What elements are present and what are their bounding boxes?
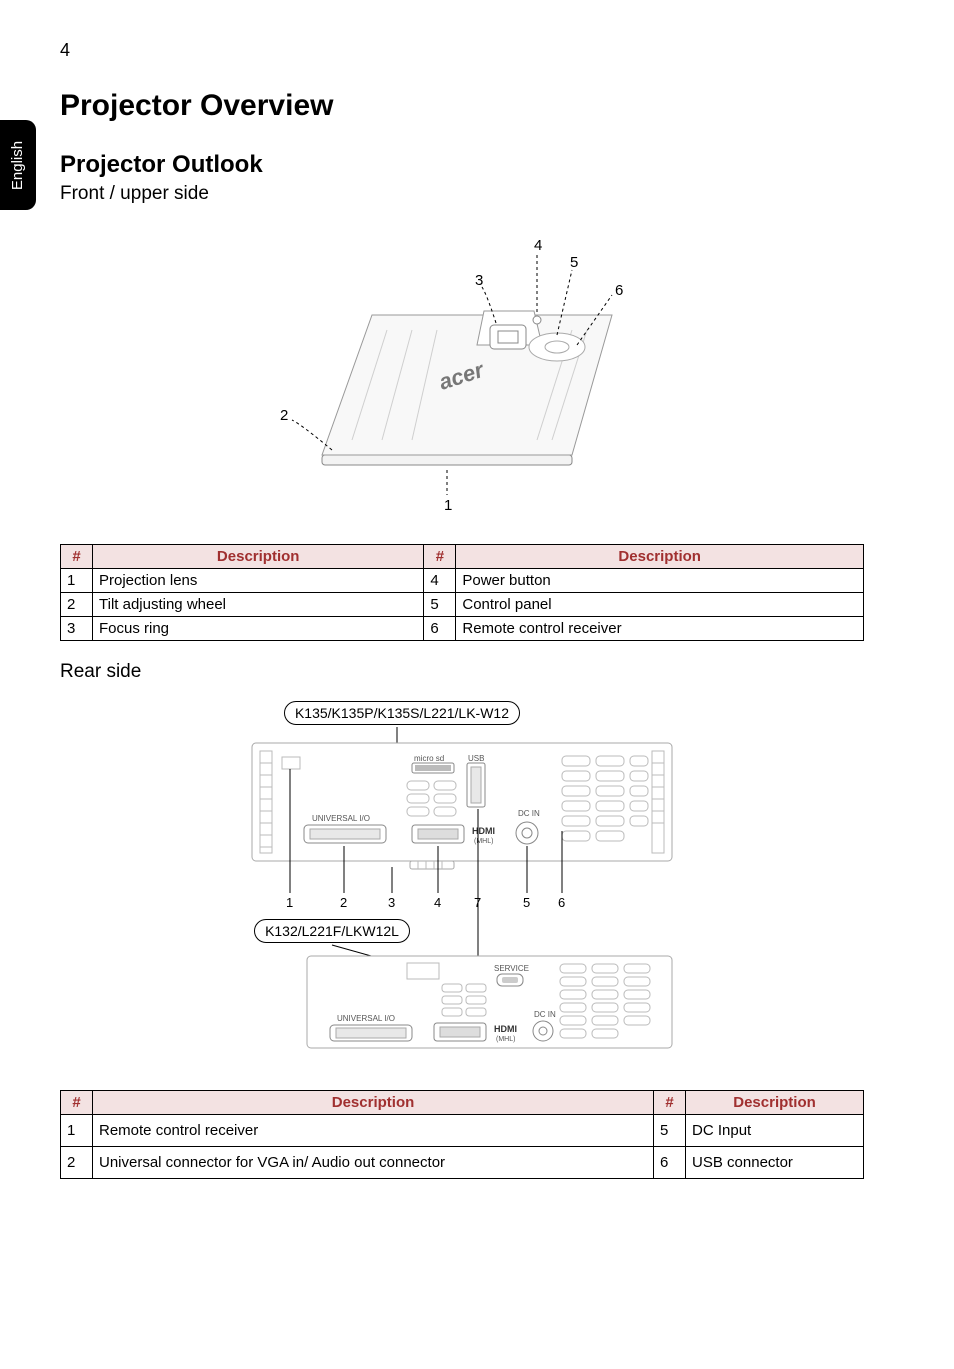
col-hash: # (654, 1091, 686, 1115)
svg-text:(MHL): (MHL) (496, 1036, 515, 1043)
svg-text:1: 1 (286, 895, 293, 910)
svg-text:SERVICE: SERVICE (494, 964, 529, 973)
callout-1: 1 (444, 497, 452, 514)
callout-4: 4 (534, 237, 542, 254)
svg-text:UNIVERSAL I/O: UNIVERSAL I/O (337, 1014, 395, 1023)
svg-text:7: 7 (474, 895, 481, 910)
svg-text:5: 5 (523, 895, 530, 910)
svg-text:HDMI: HDMI (472, 826, 495, 836)
svg-text:UNIVERSAL I/O: UNIVERSAL I/O (312, 814, 370, 823)
svg-text:6: 6 (558, 895, 565, 910)
callout-3: 3 (475, 272, 483, 289)
svg-text:micro sd: micro sd (414, 754, 444, 763)
table-row: 2 Tilt adjusting wheel 5 Control panel (61, 593, 864, 617)
rear-subhead: Rear side (60, 661, 864, 683)
page-number: 4 (60, 40, 864, 61)
col-hash: # (61, 1091, 93, 1115)
callout-5: 5 (570, 254, 578, 271)
page-title: Projector Overview (60, 89, 864, 123)
table-row: 2 Universal connector for VGA in/ Audio … (61, 1147, 864, 1179)
table-row: 1 Remote control receiver 5 DC Input (61, 1115, 864, 1147)
model-label-top: K135/K135P/K135S/L221/LK-W12 (284, 701, 520, 725)
rear-figure: K135/K135P/K135S/L221/LK-W12 micr (60, 701, 864, 1066)
front-table: # Description # Description 1 Projection… (60, 544, 864, 641)
col-desc: Description (456, 545, 864, 569)
svg-text:(MHL): (MHL) (474, 838, 493, 845)
col-hash: # (424, 545, 456, 569)
model-label-bottom: K132/L221F/LKW12L (254, 919, 410, 943)
callout-6: 6 (615, 282, 623, 299)
svg-text:USB: USB (468, 754, 484, 763)
col-hash: # (61, 545, 93, 569)
svg-text:HDMI: HDMI (494, 1024, 517, 1034)
section-title: Projector Outlook (60, 151, 864, 179)
table-row: 1 Projection lens 4 Power button (61, 569, 864, 593)
callout-2: 2 (280, 407, 288, 424)
language-tab: English (0, 120, 36, 210)
col-desc: Description (93, 545, 424, 569)
svg-text:DC IN: DC IN (534, 1010, 556, 1019)
table-header-row: # Description # Description (61, 545, 864, 569)
svg-text:2: 2 (340, 895, 347, 910)
svg-text:4: 4 (434, 895, 441, 910)
col-desc: Description (686, 1091, 864, 1115)
rear-table: # Description # Description 1 Remote con… (60, 1090, 864, 1179)
language-tab-label: English (10, 140, 27, 189)
svg-text:3: 3 (388, 895, 395, 910)
svg-text:DC IN: DC IN (518, 809, 540, 818)
col-desc: Description (93, 1091, 654, 1115)
front-subhead: Front / upper side (60, 183, 864, 205)
table-row: 3 Focus ring 6 Remote control receiver (61, 617, 864, 641)
front-figure: acer 4 5 6 3 2 1 (60, 215, 864, 520)
table-header-row: # Description # Description (61, 1091, 864, 1115)
